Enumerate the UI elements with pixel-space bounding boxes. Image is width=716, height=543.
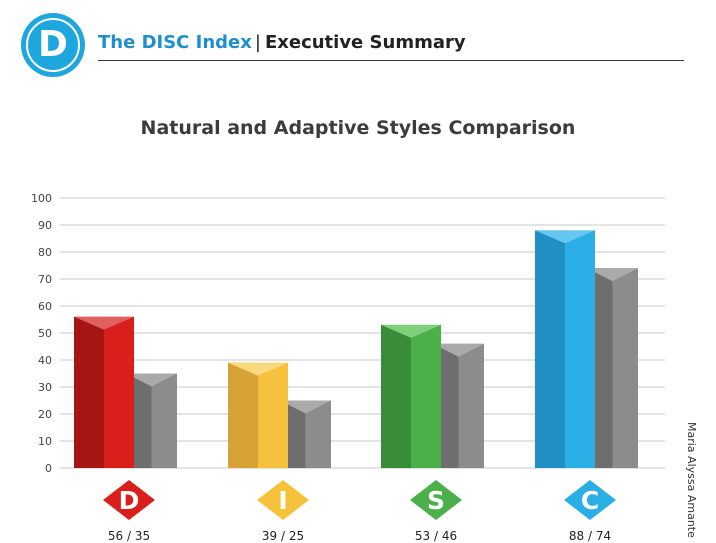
category-diamond: [410, 480, 462, 520]
chart-title: Natural and Adaptive Styles Comparison: [140, 117, 576, 139]
category-diamond: [564, 480, 616, 520]
category-value-label: 88 / 74: [569, 529, 611, 543]
natural-bar-left-face: [74, 316, 104, 468]
natural-bar-left-face: [228, 362, 258, 468]
logo-ring: [26, 18, 80, 72]
y-tick-label: 20: [38, 408, 52, 421]
y-tick-label: 70: [38, 273, 52, 286]
adaptive-bar-top: [587, 268, 638, 282]
natural-bar-left-face: [535, 230, 565, 468]
y-tick-label: 50: [38, 327, 52, 340]
y-tick-label: 30: [38, 381, 52, 394]
brand-name: The DISC Index: [98, 32, 252, 53]
category-value-label: 53 / 46: [415, 529, 457, 543]
category-diamond: [103, 480, 155, 520]
adaptive-bar-right-face: [458, 343, 484, 468]
natural-bar-top: [381, 324, 441, 338]
natural-bar-right-face: [104, 316, 134, 468]
category-letter: S: [427, 486, 445, 515]
disc-logo: D: [21, 13, 85, 77]
author-credit: Maria Alyssa Amante: [685, 422, 698, 538]
natural-bar-left-face: [381, 324, 411, 468]
y-tick-label: 60: [38, 300, 52, 313]
header-divider: [98, 60, 684, 61]
adaptive-bar-top: [433, 343, 484, 357]
page-title: The DISC Index | Executive Summary: [98, 32, 466, 53]
adaptive-bar-right-face: [151, 373, 177, 468]
natural-bar-right-face: [411, 324, 441, 468]
category-diamond: [257, 480, 309, 520]
natural-bar-right-face: [565, 230, 595, 468]
logo-letter: D: [38, 24, 68, 65]
y-tick-label: 10: [38, 435, 52, 448]
category-value-label: 56 / 35: [108, 529, 150, 543]
category-letter: D: [119, 486, 140, 515]
y-tick-label: 80: [38, 246, 52, 259]
y-tick-label: 0: [45, 462, 52, 475]
natural-bar-top: [74, 316, 134, 330]
adaptive-bar-top: [280, 400, 331, 414]
title-separator: |: [254, 32, 261, 53]
adaptive-bar-right-face: [305, 400, 331, 468]
natural-bar-right-face: [258, 362, 288, 468]
natural-bar-top: [228, 362, 288, 376]
category-value-label: 39 / 25: [262, 529, 304, 543]
y-tick-label: 40: [38, 354, 52, 367]
category-letter: C: [581, 486, 599, 515]
natural-bar-top: [535, 230, 595, 244]
section-name: Executive Summary: [264, 32, 466, 53]
category-letter: I: [278, 486, 287, 515]
adaptive-bar-right-face: [612, 268, 638, 468]
y-tick-label: 100: [31, 192, 52, 205]
y-tick-label: 90: [38, 219, 52, 232]
adaptive-bar-top: [126, 373, 177, 387]
